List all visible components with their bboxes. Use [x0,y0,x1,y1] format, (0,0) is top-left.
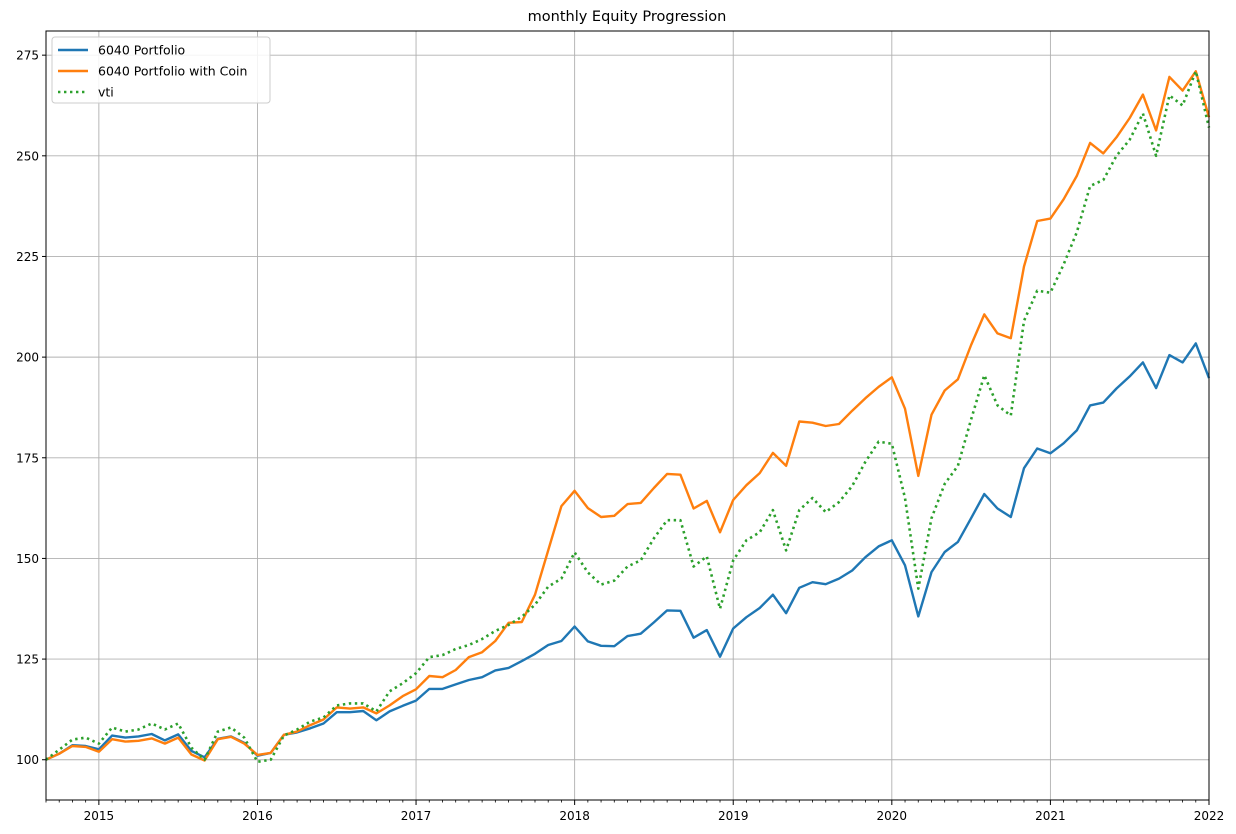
x-tick-label: 2019 [718,809,749,823]
y-tick-label: 175 [16,451,39,465]
plot-frame [45,30,1210,801]
legend-label: 6040 Portfolio with Coin [98,64,247,79]
legend: 6040 Portfolio 6040 Portfolio with Coin vt… [51,36,271,104]
y-tick-label: 125 [16,653,39,667]
legend-box [51,36,271,104]
y-tick-label: 250 [16,149,39,163]
series-line-6040-portfolio [45,342,1211,761]
x-tick-label: 2018 [559,809,590,823]
x-tick-label: 2021 [1035,809,1066,823]
grid-layer [46,31,1210,800]
x-tick-label: 2020 [877,809,908,823]
y-tick-label: 100 [16,753,39,767]
x-tick-label: 2015 [84,809,115,823]
y-tick-label: 200 [16,351,39,365]
legend-label: vti [98,85,114,100]
x-tick-label: 2016 [242,809,273,823]
y-tick-label: 150 [16,552,39,566]
y-tick-label: 225 [16,250,39,264]
chart-title: monthly Equity Progression [528,9,727,25]
axis-layer: 100 125 150 175 200 225 250 275 2015 2016 2017 2018… [16,49,1224,823]
legend-label: 6040 Portfolio [98,43,185,58]
y-tick-label: 275 [16,49,39,63]
series-line-vti [45,70,1211,764]
x-tick-label: 2022 [1194,809,1225,823]
series-layer [45,70,1211,764]
x-tick-label: 2017 [401,809,432,823]
series-line-6040-portfolio-with-coin [45,70,1211,762]
